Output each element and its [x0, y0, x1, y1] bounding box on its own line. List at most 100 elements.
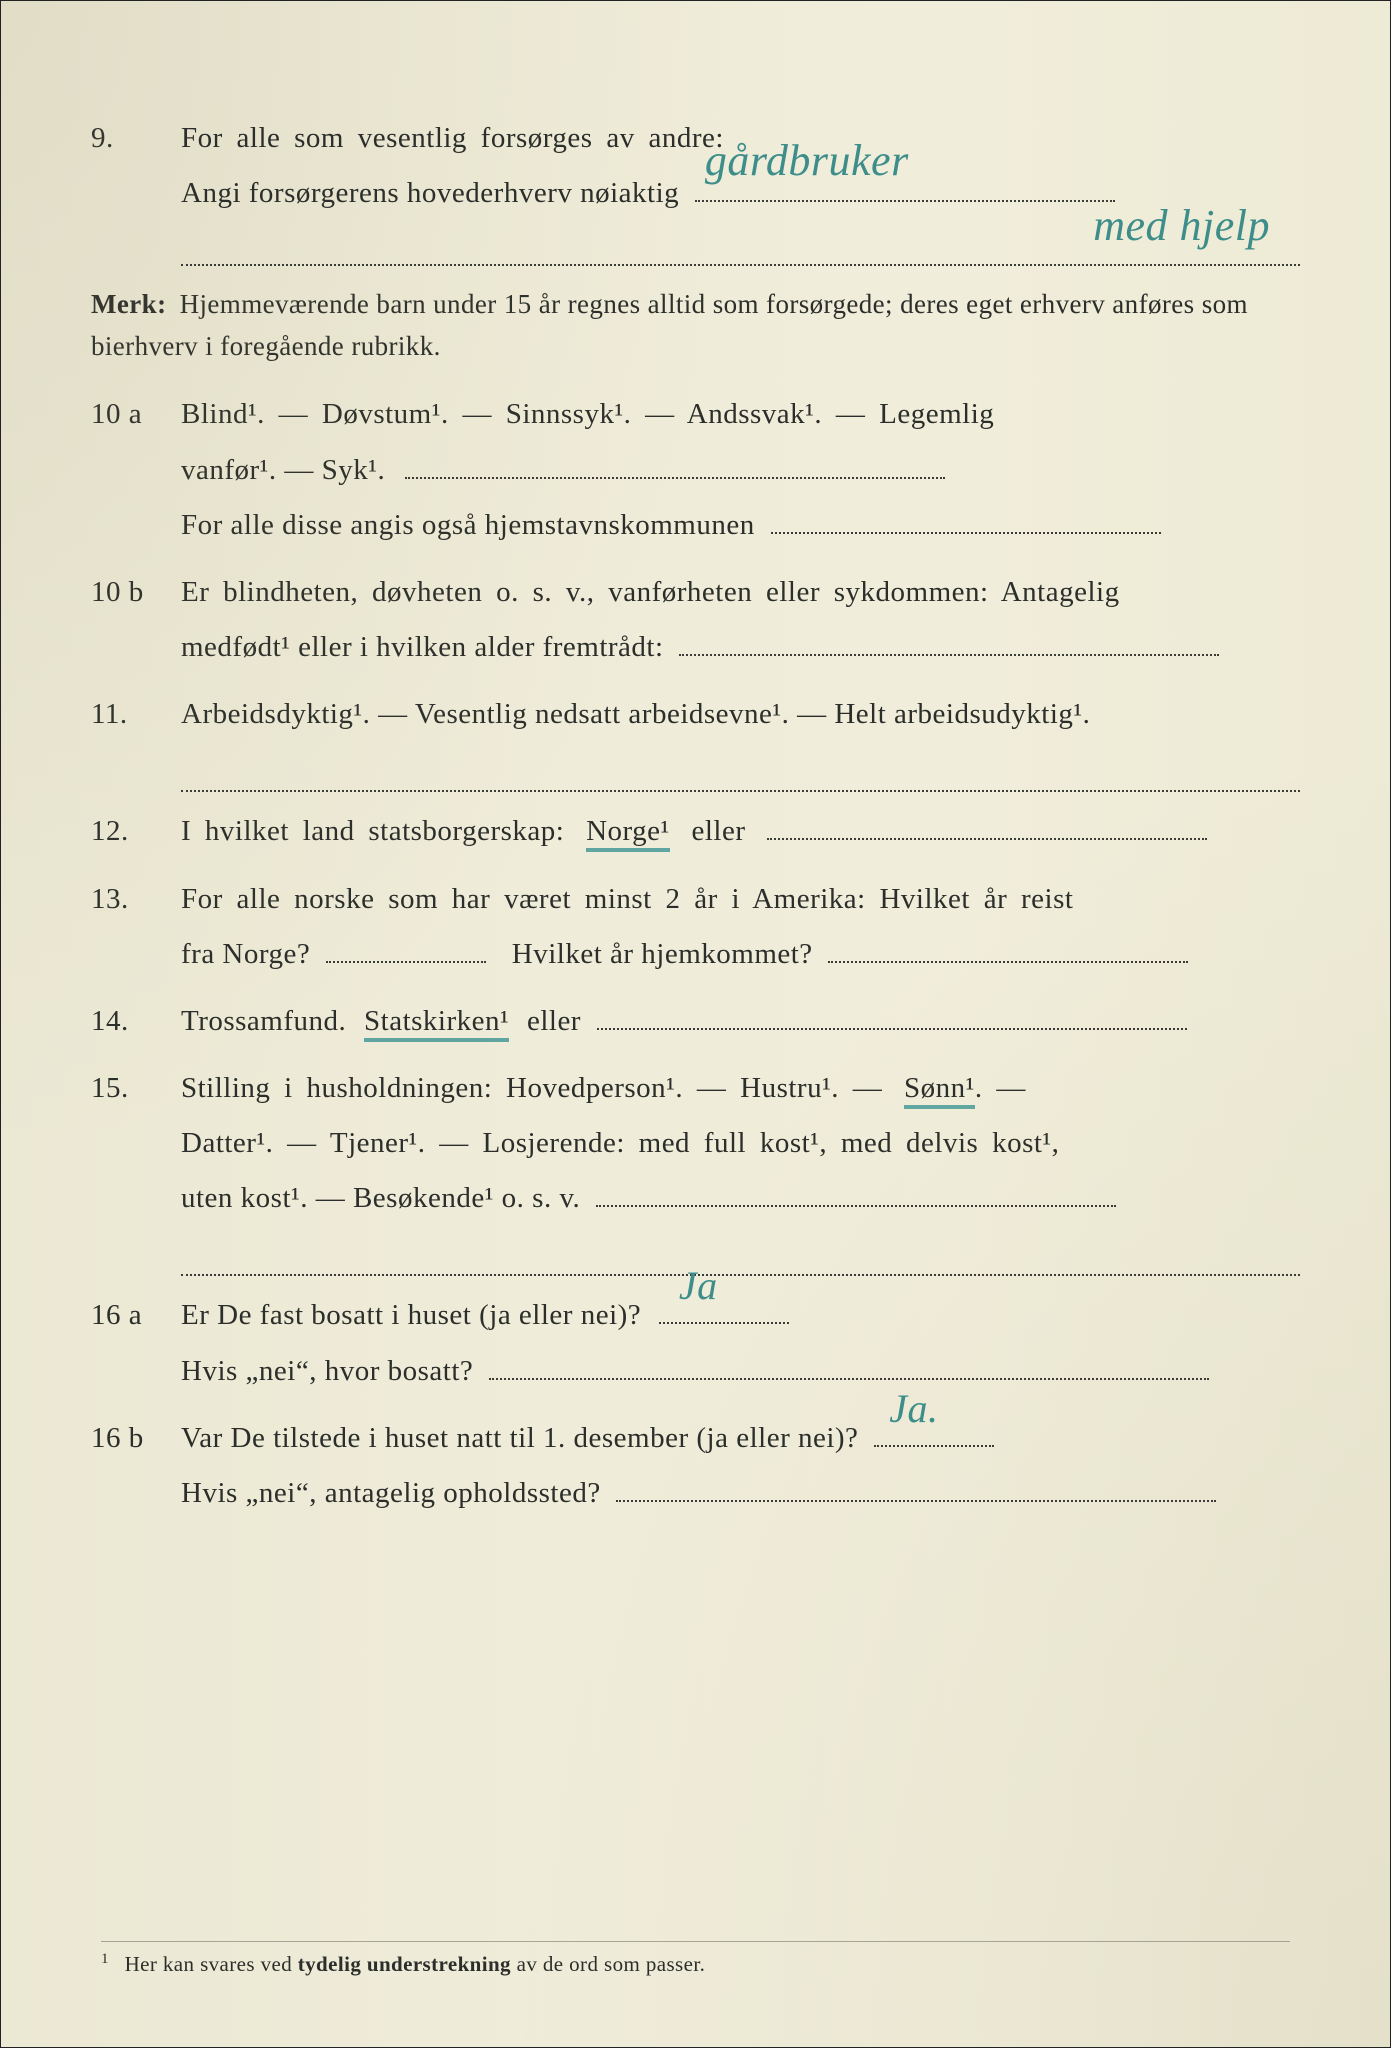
q10a-options2-wrapper: vanfør¹. — Syk¹.: [181, 443, 1300, 498]
q16a-number: 16 a: [91, 1288, 181, 1343]
question-14: 14. Trossamfund. Statskirken¹ eller: [91, 994, 1300, 1049]
q16b-q1: Var De tilstede i huset natt til 1. dese…: [181, 1411, 1300, 1466]
q11-text: Arbeidsdyktig¹. — Vesentlig nedsatt arbe…: [181, 687, 1300, 742]
q14-number: 14.: [91, 994, 181, 1049]
q13-number: 13.: [91, 872, 181, 927]
q16b-body: Var De tilstede i huset natt til 1. dese…: [181, 1411, 1300, 1521]
q10a-options: Blind¹. — Døvstum¹. — Sinnssyk¹. — Andss…: [181, 387, 1300, 442]
q15-line1-suffix: . —: [975, 1072, 1026, 1104]
q15-option-underlined: Sønn¹: [904, 1072, 975, 1109]
question-16b: 16 b Var De tilstede i huset natt til 1.…: [91, 1411, 1300, 1521]
question-15: 15. Stilling i husholdningen: Hovedperso…: [91, 1061, 1300, 1277]
q16a-q1: Er De fast bosatt i huset (ja eller nei)…: [181, 1288, 1300, 1343]
q12-option-wrapper: Norge¹: [586, 815, 683, 847]
q10a-number: 10 a: [91, 387, 181, 442]
q14-option-underlined: Statskirken¹: [364, 1005, 509, 1042]
q15-line3-wrapper: uten kost¹. — Besøkende¹ o. s. v.: [181, 1171, 1300, 1226]
q15-line1-prefix: Stilling i husholdningen: Hovedperson¹. …: [181, 1072, 882, 1104]
q12-suffix: eller: [691, 815, 745, 847]
q15-number: 15.: [91, 1061, 181, 1116]
q13-line1: For alle norske som har været minst 2 år…: [181, 872, 1300, 927]
question-13: 13. For alle norske som har været minst …: [91, 872, 1300, 982]
q16b-q2-suffix: , antagelig opholdssted?: [309, 1477, 600, 1509]
q10b-line2-wrapper: medfødt¹ eller i hvilken alder fremtrådt…: [181, 620, 1300, 675]
merk-note: Merk: Hjemmeværende barn under 15 år reg…: [91, 284, 1300, 368]
q16b-q2-quoted-text: nei: [259, 1477, 296, 1509]
q9-fill-2[interactable]: med hjelp: [181, 223, 1300, 266]
q14-option-wrapper: Statskirken¹: [364, 1005, 517, 1037]
q15-option-wrapper: Sønn¹: [904, 1072, 975, 1104]
q9-number: 9.: [91, 111, 181, 166]
q10b-fill[interactable]: [679, 623, 1219, 655]
q15-fill-2[interactable]: [181, 1228, 1300, 1276]
q16b-fill-1[interactable]: Ja.: [874, 1414, 994, 1446]
q16a-body: Er De fast bosatt i huset (ja eller nei)…: [181, 1288, 1300, 1398]
q10a-line2-wrapper: For alle disse angis også hjemstavnskomm…: [181, 498, 1300, 553]
q10b-body: Er blindheten, døvheten o. s. v., vanfør…: [181, 565, 1300, 675]
q16a-answer1: Ja: [679, 1248, 718, 1324]
q15-line3: uten kost¹. — Besøkende¹ o. s. v.: [181, 1182, 580, 1214]
q9-handwritten-1: gårdbruker: [705, 119, 909, 203]
q12-body: I hvilket land statsborgerskap: Norge¹ e…: [181, 804, 1300, 859]
q10b-line2-prefix: medfødt¹ eller i hvilken alder fremtrådt…: [181, 631, 664, 663]
q15-body: Stilling i husholdningen: Hovedperson¹. …: [181, 1061, 1300, 1277]
q16a-q2: Hvis „nei“, hvor bosatt?: [181, 1344, 1300, 1399]
question-10b: 10 b Er blindheten, døvheten o. s. v., v…: [91, 565, 1300, 675]
q16a-q2-quoted-text: nei: [259, 1355, 296, 1387]
question-11: 11. Arbeidsdyktig¹. — Vesentlig nedsatt …: [91, 687, 1300, 792]
q10a-line2: For alle disse angis også hjemstavnskomm…: [181, 509, 755, 541]
q9-body: For alle som vesentlig forsørges av andr…: [181, 111, 1300, 266]
question-16a: 16 a Er De fast bosatt i huset (ja eller…: [91, 1288, 1300, 1398]
q16a-q1-prefix: Er De fast bosatt i huset (ja eller nei)…: [181, 1299, 641, 1331]
q15-line1: Stilling i husholdningen: Hovedperson¹. …: [181, 1061, 1300, 1116]
q13-fill-2[interactable]: [828, 930, 1188, 962]
q12-prefix: I hvilket land statsborgerskap:: [181, 815, 564, 847]
q15-fill-1[interactable]: [596, 1175, 1116, 1207]
q16a-q2-prefix: Hvis: [181, 1355, 238, 1387]
q10b-line1: Er blindheten, døvheten o. s. v., vanfør…: [181, 565, 1300, 620]
q11-fill[interactable]: [181, 744, 1300, 792]
q13-body: For alle norske som har været minst 2 år…: [181, 872, 1300, 982]
q12-fill[interactable]: [767, 808, 1207, 840]
merk-text: Hjemmeværende barn under 15 år regnes al…: [91, 289, 1248, 361]
q16a-fill-1[interactable]: Ja: [659, 1292, 789, 1324]
footnote: 1 Her kan svares ved tydelig understrekn…: [101, 1951, 705, 1977]
question-12: 12. I hvilket land statsborgerskap: Norg…: [91, 804, 1300, 859]
q10a-fill-2[interactable]: [771, 501, 1161, 533]
q16b-q2: Hvis „nei“, antagelig opholdssted?: [181, 1466, 1300, 1521]
q16b-answer1: Ja.: [889, 1371, 938, 1447]
q15-line2: Datter¹. — Tjener¹. — Losjerende: med fu…: [181, 1116, 1300, 1171]
q16b-q1-prefix: Var De tilstede i huset natt til 1. dese…: [181, 1422, 858, 1454]
q13-line2a: fra Norge?: [181, 938, 310, 970]
census-form-page: 9. For alle som vesentlig forsørges av a…: [0, 0, 1391, 2048]
q13-line2b: Hvilket år hjemkommet?: [512, 938, 813, 970]
q16a-q2-quoted: „nei“: [246, 1355, 310, 1387]
q12-option-underlined: Norge¹: [586, 815, 670, 852]
q14-body: Trossamfund. Statskirken¹ eller: [181, 994, 1300, 1049]
q10a-body: Blind¹. — Døvstum¹. — Sinnssyk¹. — Andss…: [181, 387, 1300, 552]
q16b-q2-quoted: „nei“: [246, 1477, 310, 1509]
q14-suffix: eller: [527, 1005, 581, 1037]
footnote-rule: [101, 1941, 1290, 1942]
q11-body: Arbeidsdyktig¹. — Vesentlig nedsatt arbe…: [181, 687, 1300, 792]
footnote-post: av de ord som passer.: [511, 1952, 705, 1976]
question-9: 9. For alle som vesentlig forsørges av a…: [91, 111, 1300, 266]
footnote-pre: Her kan svares ved: [125, 1952, 298, 1976]
question-10a: 10 a Blind¹. — Døvstum¹. — Sinnssyk¹. — …: [91, 387, 1300, 552]
q14-prefix: Trossamfund.: [181, 1005, 346, 1037]
q10a-fill-1[interactable]: [405, 446, 945, 478]
q13-line2: fra Norge? Hvilket år hjemkommet?: [181, 927, 1300, 982]
merk-label: Merk:: [91, 289, 166, 319]
footnote-number: 1: [101, 1951, 109, 1967]
q16a-fill-2[interactable]: [489, 1347, 1209, 1379]
q9-line2-prefix: Angi forsørgerens hovederhverv nøiaktig: [181, 177, 679, 209]
q10b-number: 10 b: [91, 565, 181, 620]
q9-fill-1[interactable]: gårdbruker: [695, 170, 1115, 202]
q12-number: 12.: [91, 804, 181, 859]
q16b-q2-prefix: Hvis: [181, 1477, 238, 1509]
q11-number: 11.: [91, 687, 181, 742]
q14-fill[interactable]: [597, 997, 1187, 1029]
footnote-bold: tydelig understrekning: [298, 1952, 511, 1976]
q16b-fill-2[interactable]: [616, 1469, 1216, 1501]
q13-fill-1[interactable]: [326, 930, 486, 962]
